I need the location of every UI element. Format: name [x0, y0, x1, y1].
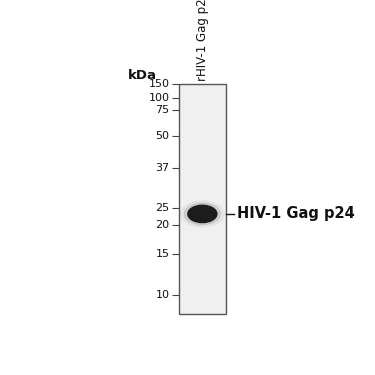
Ellipse shape [181, 201, 224, 227]
Text: rHIV-1 Gag p24: rHIV-1 Gag p24 [196, 0, 209, 81]
Text: 50: 50 [156, 131, 170, 141]
Ellipse shape [184, 203, 220, 225]
Text: 25: 25 [155, 203, 170, 213]
Text: HIV-1 Gag p24: HIV-1 Gag p24 [237, 206, 355, 221]
Text: 75: 75 [155, 105, 170, 115]
Text: 100: 100 [148, 93, 170, 104]
Text: 20: 20 [155, 220, 170, 231]
Text: 150: 150 [148, 79, 170, 89]
Text: 10: 10 [156, 290, 170, 300]
Ellipse shape [188, 205, 217, 223]
Text: 15: 15 [156, 249, 170, 259]
Bar [179, 84, 226, 314]
Text: kDa: kDa [128, 69, 157, 82]
Text: 37: 37 [155, 163, 170, 173]
